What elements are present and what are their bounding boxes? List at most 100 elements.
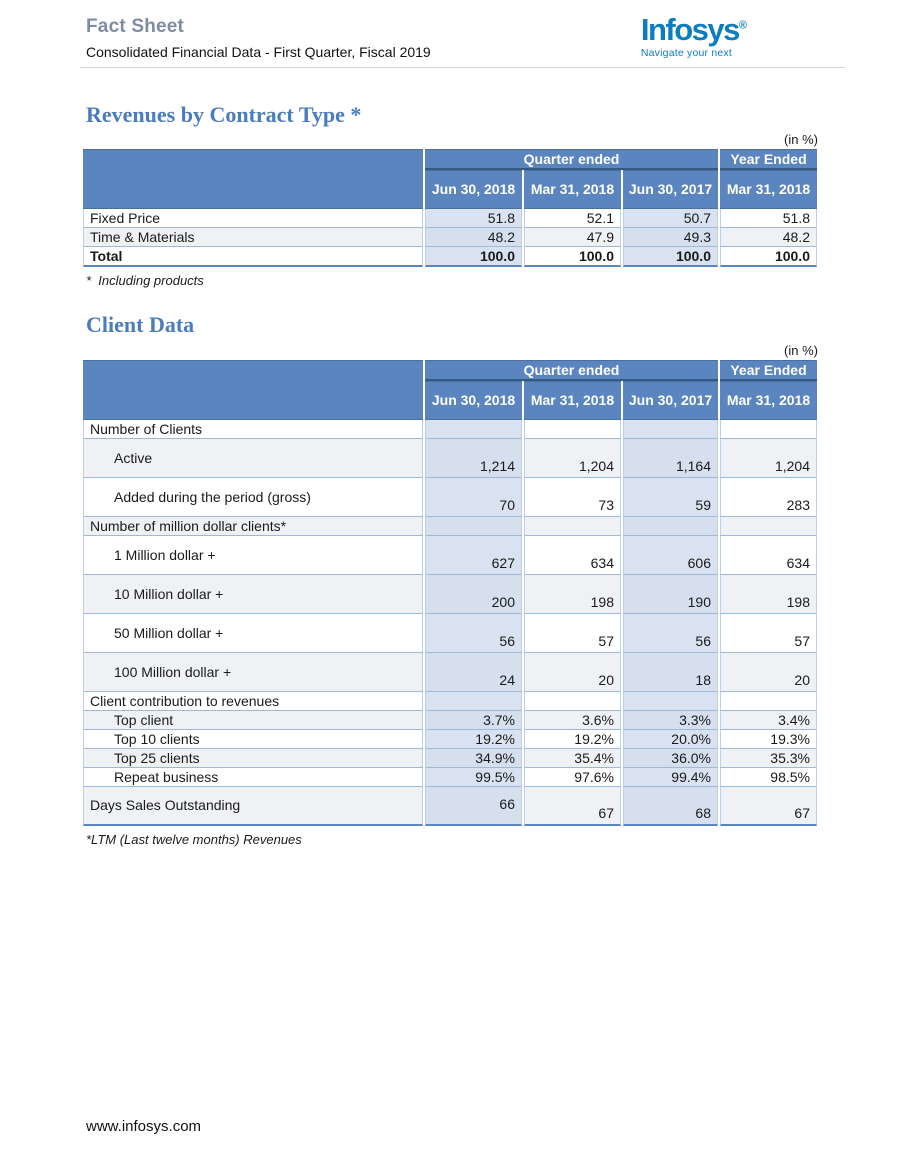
row-label-cell: Top client	[83, 710, 423, 730]
value-cell: 51.8	[720, 209, 817, 229]
table-row: Top 25 clients 34.9% 35.4% 36.0% 35.3%	[83, 748, 817, 768]
value-cell: 99.5%	[425, 767, 522, 787]
table-row: Added during the period (gross) 70 73 59 283	[83, 477, 817, 517]
value-cell: 1,164	[623, 438, 718, 478]
value-cell: 67	[524, 786, 621, 826]
value-cell: 634	[524, 535, 621, 575]
table-row: Active 1,214 1,204 1,164 1,204	[83, 438, 817, 478]
revenues-footnote: * Including products	[86, 273, 204, 289]
logo-brand-text: Infosys	[640, 12, 741, 47]
row-label-cell: Total	[83, 247, 423, 268]
value-cell: 200	[425, 574, 522, 614]
row-label-cell: Time & Materials	[83, 228, 423, 248]
table-row: Top client 3.7% 3.6% 3.3% 3.4%	[83, 710, 817, 730]
column-header-cell: Mar 31, 2018	[720, 170, 817, 210]
value-cell: 73	[524, 477, 621, 517]
table-corner-cell	[83, 359, 423, 420]
value-cell: 283	[720, 477, 817, 517]
header-title-block: Fact Sheet Consolidated Financial Data -…	[86, 14, 431, 60]
value-cell: 19.3%	[720, 729, 817, 749]
table-row: Number of Clients	[83, 419, 817, 439]
value-cell: 50.7	[623, 209, 718, 229]
row-label-cell: Client contribution to revenues	[83, 691, 423, 711]
value-cell: 35.4%	[524, 748, 621, 768]
value-cell: 20.0%	[623, 729, 718, 749]
value-cell: 47.9	[524, 228, 621, 248]
row-label-cell: 50 Million dollar +	[83, 613, 423, 653]
column-header-cell: Jun 30, 2017	[623, 380, 718, 420]
value-cell	[524, 419, 621, 439]
value-cell: 24	[425, 652, 522, 692]
section-client-data: Client Data (in %) Quarter ended Year End…	[81, 312, 819, 847]
group-header-cell: Quarter ended	[425, 359, 718, 381]
value-cell: 3.6%	[524, 710, 621, 730]
value-cell: 1,204	[524, 438, 621, 478]
value-cell: 59	[623, 477, 718, 517]
value-cell: 34.9%	[425, 748, 522, 768]
column-header-row: Jun 30, 2018 Mar 31, 2018 Jun 30, 2017 Mar …	[83, 380, 817, 420]
page-subtitle: Consolidated Financial Data - First Quar…	[86, 44, 431, 60]
value-cell	[720, 419, 817, 439]
value-cell	[425, 419, 522, 439]
value-cell	[623, 419, 718, 439]
column-header-cell: Mar 31, 2018	[524, 170, 621, 210]
revenues-by-contract-type-table: Quarter ended Year Ended Jun 30, 2018 Mar 3…	[81, 149, 819, 268]
value-cell: 100.0	[720, 247, 817, 268]
logo-tagline: Navigate your next	[640, 47, 733, 59]
row-label-cell: Number of Clients	[83, 419, 423, 439]
value-cell: 634	[720, 535, 817, 575]
table-row: 50 Million dollar +56 57 56 57	[83, 613, 817, 653]
table-row: Repeat business 99.5% 97.6% 99.4% 98.5%	[83, 767, 817, 787]
value-cell	[524, 516, 621, 536]
column-header-cell: Jun 30, 2017	[623, 170, 718, 210]
client-data-footnote: *LTM (Last twelve months) Revenues	[86, 831, 302, 847]
group-header-cell: Year Ended	[720, 149, 817, 171]
value-cell: 20	[720, 652, 817, 692]
table-corner-cell	[83, 149, 423, 210]
value-cell	[524, 691, 621, 711]
client-data-table: Quarter ended Year Ended Jun 30, 2018 Mar 3…	[81, 359, 819, 826]
value-cell: 3.4%	[720, 710, 817, 730]
value-cell: 1,204	[720, 438, 817, 478]
value-cell	[425, 691, 522, 711]
row-label-cell: Top 10 clients	[83, 729, 423, 749]
value-cell: 67	[720, 786, 817, 826]
value-cell	[623, 516, 718, 536]
page-footer: www.infosys.com	[86, 1118, 201, 1135]
value-cell: 97.6%	[524, 767, 621, 787]
section-revenues-by-contract-type: Revenues by Contract Type * (in %) Quart…	[81, 102, 819, 288]
value-cell: 35.3%	[720, 748, 817, 768]
table-row: Client contribution to revenues	[83, 691, 817, 711]
row-label-cell: Added during the period (gross)	[83, 477, 423, 517]
table-row: Days Sales Outstanding 66 67 68 67	[83, 786, 817, 826]
logo-wordmark: Infosys®	[641, 14, 747, 45]
table-row: Number of million dollar clients*	[83, 516, 817, 536]
section-heading-client-data: Client Data	[86, 312, 195, 338]
column-header-cell: Jun 30, 2018	[425, 170, 522, 210]
table-row: Fixed Price 51.8 52.1 50.7 51.8	[83, 209, 817, 229]
value-cell: 99.4%	[623, 767, 718, 787]
website-link[interactable]: www.infosys.com	[86, 1118, 202, 1135]
value-cell: 3.7%	[425, 710, 522, 730]
value-cell: 19.2%	[524, 729, 621, 749]
row-label-cell: Active	[83, 438, 423, 478]
row-label-cell: Number of million dollar clients*	[83, 516, 423, 536]
column-header-cell: Jun 30, 2018	[425, 380, 522, 420]
table-row: 1 Million dollar +627 634 606 634	[83, 535, 817, 575]
value-cell	[720, 691, 817, 711]
value-cell: 3.3%	[623, 710, 718, 730]
value-cell: 68	[623, 786, 718, 826]
value-cell: 48.2	[425, 228, 522, 248]
value-cell	[425, 516, 522, 536]
table-row: Top 10 clients 19.2% 19.2% 20.0% 19.3%	[83, 729, 817, 749]
value-cell: 198	[720, 574, 817, 614]
column-header-cell: Mar 31, 2018	[720, 380, 817, 420]
value-cell: 100.0	[425, 247, 522, 268]
row-label-cell: 1 Million dollar +	[83, 535, 423, 575]
value-cell: 198	[524, 574, 621, 614]
value-cell	[623, 691, 718, 711]
value-cell: 606	[623, 535, 718, 575]
unit-label-client-data: (in %)	[784, 342, 818, 358]
value-cell: 18	[623, 652, 718, 692]
